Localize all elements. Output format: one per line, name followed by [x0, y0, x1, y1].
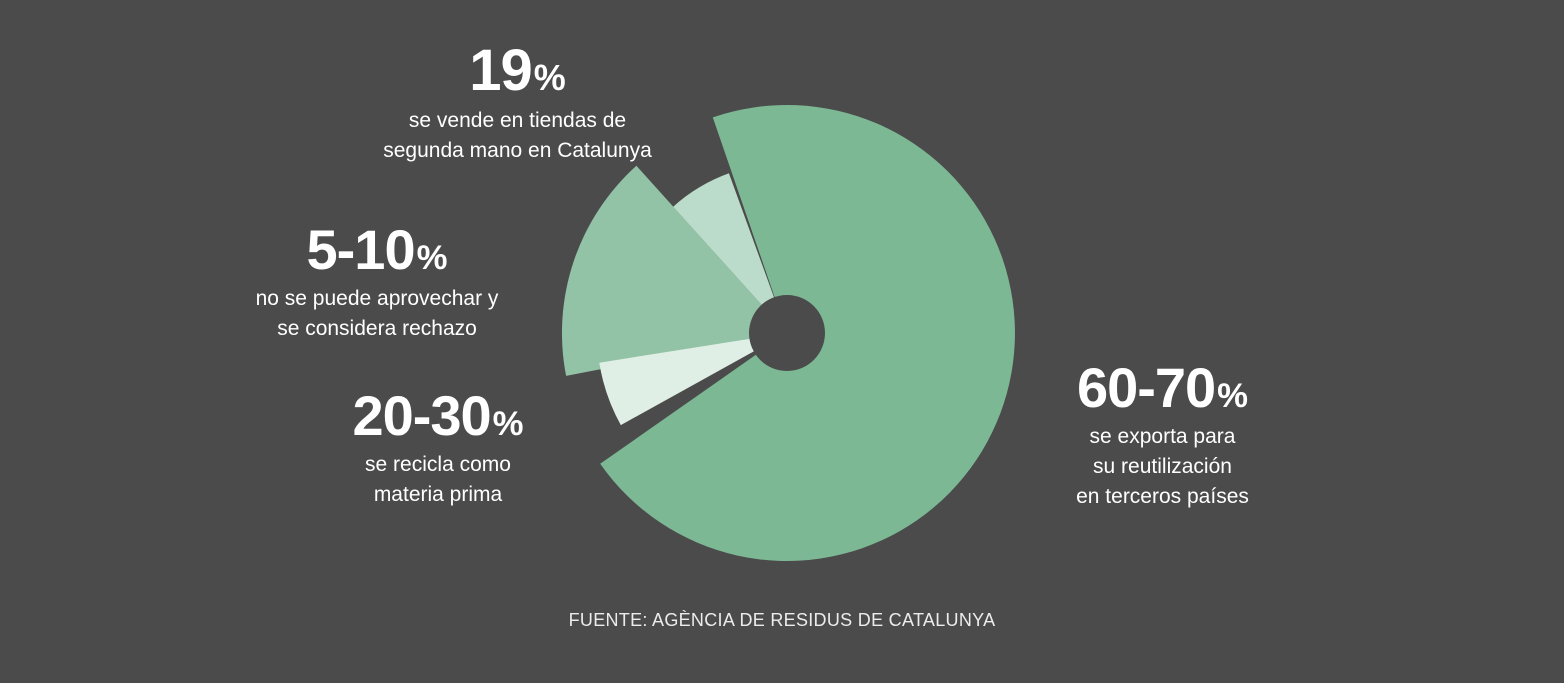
- callout-description: no se puede aprovechar y se considera re…: [255, 287, 499, 340]
- pie-center-hole: [749, 295, 825, 371]
- callout-value: 5-10%: [306, 218, 448, 281]
- callout-description: se vende en tiendas de segunda mano en C…: [383, 109, 652, 162]
- pie-slice-recycled-raw-material: [599, 333, 787, 426]
- source-note: FUENTE: AGÈNCIA DE RESIDUS DE CATALUNYA: [568, 610, 996, 630]
- callout-recycled: 20-30% se recicla como materia prima: [298, 388, 578, 510]
- callout-value: 19%: [469, 38, 566, 103]
- callout-rejected: 5-10% no se puede aprovechar y se consid…: [232, 222, 522, 344]
- pie-slice-second-hand-stores: [673, 173, 787, 333]
- callout-description: se recicla como materia prima: [365, 453, 511, 506]
- callout-exported: 60-70% se exporta para su reutilización …: [1030, 360, 1295, 512]
- callout-description: se exporta para su reutilización en terc…: [1076, 425, 1249, 508]
- callout-second-hand: 19% se vende en tiendas de segunda mano …: [350, 42, 685, 166]
- callout-value: 20-30%: [352, 384, 524, 447]
- pie-slice-rejected: [561, 165, 787, 376]
- callout-value: 60-70%: [1076, 356, 1249, 419]
